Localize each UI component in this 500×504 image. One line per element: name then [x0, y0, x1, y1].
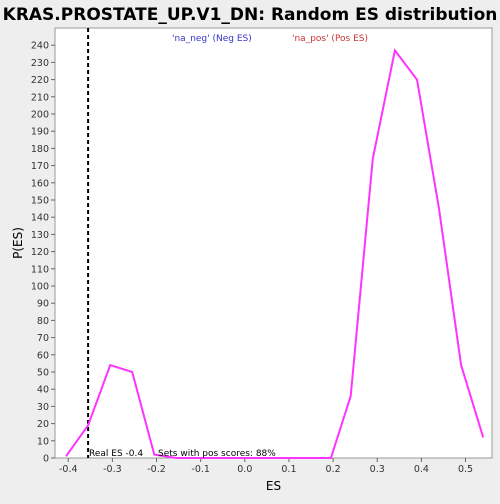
y-tick-label: 80 [37, 316, 49, 327]
y-tick-label: 120 [31, 247, 49, 258]
x-tick-label: -0.3 [103, 464, 122, 475]
y-tick-label: 220 [31, 75, 49, 86]
y-tick-label: 140 [31, 213, 49, 224]
x-tick-label: 0.5 [458, 464, 473, 475]
y-tick-label: 160 [31, 178, 49, 189]
y-tick-label: 30 [37, 402, 49, 413]
x-axis: -0.4 -0.3 -0.2 -0.1 0.0 0.1 0.2 0.3 0.4 0.5 [59, 458, 473, 475]
y-tick-label: 100 [31, 282, 49, 293]
chart-title: KRAS.PROSTATE_UP.V1_DN: Random ES distri… [3, 5, 498, 25]
y-tick-label: 190 [31, 127, 49, 138]
x-axis-label: ES [266, 479, 281, 493]
real-es-label: Real ES -0.4 [89, 449, 143, 459]
y-tick-label: 10 [37, 436, 49, 447]
pos-scores-annotation: Sets with pos scores: 88% [158, 449, 276, 459]
x-tick-label: 0.1 [281, 464, 296, 475]
y-tick-label: 170 [31, 161, 49, 172]
y-tick-label: 0 [43, 454, 49, 465]
y-tick-label: 70 [37, 333, 49, 344]
y-axis: 0 10 20 30 40 50 60 70 80 90 100 110 120 130 140 150 160… [31, 41, 55, 465]
x-tick-label: 0.4 [414, 464, 429, 475]
legend-neg-es: 'na_neg' (Neg ES) [172, 34, 252, 44]
plot-area [54, 27, 493, 459]
x-tick-label: 0.3 [370, 464, 385, 475]
x-tick-label: -0.4 [59, 464, 78, 475]
legend-pos-es: 'na_pos' (Pos ES) [292, 34, 368, 44]
y-tick-label: 110 [31, 264, 49, 275]
y-tick-label: 200 [31, 110, 49, 121]
y-tick-label: 150 [31, 196, 49, 207]
series-layer [65, 48, 485, 459]
x-tick-label: 0.0 [237, 464, 252, 475]
y-tick-label: 90 [37, 299, 49, 310]
x-tick-label: -0.1 [191, 464, 210, 475]
y-tick-label: 50 [37, 368, 49, 379]
y-tick-label: 20 [37, 419, 49, 430]
y-tick-label: 40 [37, 385, 49, 396]
es-distribution-line [65, 48, 485, 459]
y-tick-label: 240 [31, 41, 49, 52]
x-tick-label: 0.2 [326, 464, 341, 475]
y-tick-label: 180 [31, 144, 49, 155]
y-tick-label: 230 [31, 58, 49, 69]
y-tick-label: 210 [31, 92, 49, 103]
y-tick-label: 60 [37, 350, 49, 361]
x-tick-label: -0.2 [147, 464, 166, 475]
y-axis-label: P(ES) [11, 227, 25, 259]
y-tick-label: 130 [31, 230, 49, 241]
